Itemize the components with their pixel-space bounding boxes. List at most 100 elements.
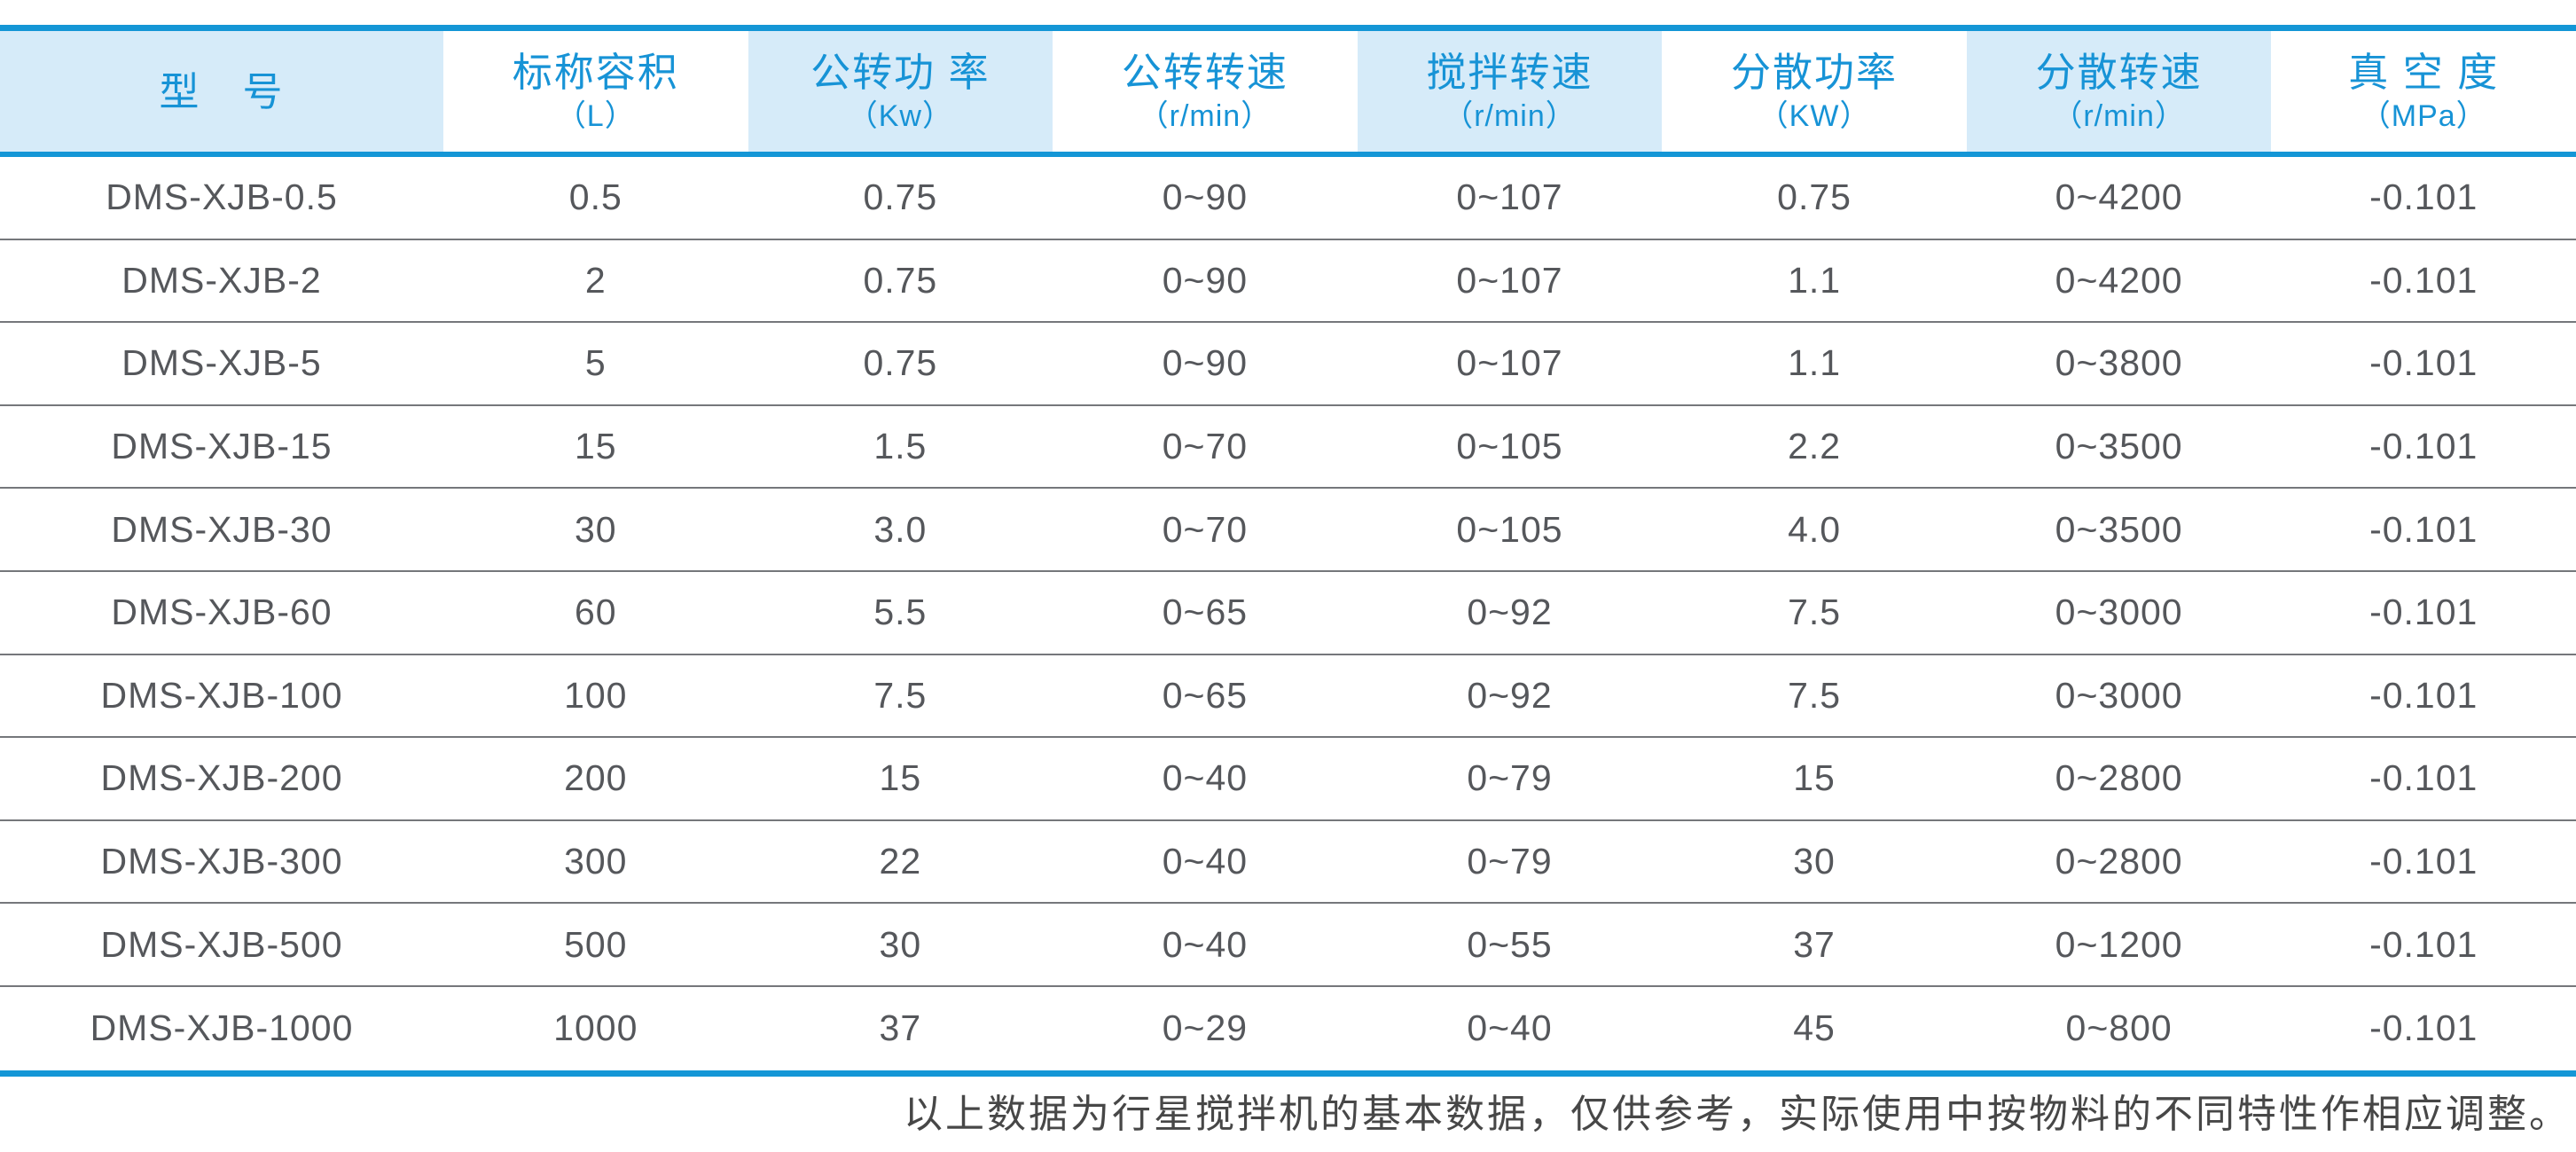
value-cell: 7.5 [1662, 571, 1967, 654]
value-cell: 500 [443, 904, 748, 985]
value-cell: 2.2 [1662, 405, 1967, 488]
header-title: 型 号 [159, 68, 285, 114]
header-title: 分散功率 [1731, 49, 1899, 95]
header-separator-line [0, 152, 2576, 157]
value-cell: 0~40 [1053, 904, 1358, 985]
value-cell: 0~1200 [1966, 904, 2272, 985]
header-unit: （r/min） [2052, 98, 2186, 133]
table-bottom-border [0, 1070, 2576, 1077]
table-body: DMS-XJB-0.5 0.5 0.75 0~90 0~107 0.75 0~4200 -0.… [0, 157, 2576, 1070]
value-cell: 0~90 [1053, 157, 1358, 239]
model-cell: DMS-XJB-15 [0, 405, 443, 488]
table-row: DMS-XJB-300 300 22 0~40 0~79 30 0~2800 -0.101 [0, 820, 2576, 905]
value-cell: 0.5 [443, 157, 748, 239]
model-cell: DMS-XJB-200 [0, 738, 443, 819]
value-cell: 0~29 [1053, 986, 1358, 1070]
value-cell: -0.101 [2271, 157, 2576, 239]
header-unit: （Kw） [847, 98, 953, 133]
value-cell: 0~4200 [1966, 157, 2272, 239]
value-cell: 15 [1662, 738, 1967, 819]
model-cell: DMS-XJB-1000 [0, 986, 443, 1070]
header-unit: （r/min） [1138, 98, 1272, 133]
value-cell: 0~107 [1357, 239, 1663, 322]
value-cell: 0~90 [1053, 323, 1358, 404]
model-cell: DMS-XJB-300 [0, 820, 443, 903]
value-cell: 0~2800 [1966, 738, 2272, 819]
model-cell: DMS-XJB-5 [0, 323, 443, 404]
value-cell: 5 [443, 323, 748, 404]
value-cell: 22 [748, 820, 1053, 903]
model-cell: DMS-XJB-500 [0, 904, 443, 985]
value-cell: 1.1 [1662, 239, 1967, 322]
value-cell: 30 [748, 904, 1053, 985]
header-title: 公转转速 [1121, 49, 1288, 95]
column-header: 公转转速 （r/min） [1053, 31, 1358, 152]
value-cell: 1.5 [748, 405, 1053, 488]
value-cell: 0~107 [1357, 157, 1663, 239]
table-row: DMS-XJB-100 100 7.5 0~65 0~92 7.5 0~3000 -0.101 [0, 654, 2576, 739]
value-cell: -0.101 [2271, 323, 2576, 404]
table-row: DMS-XJB-1000 1000 37 0~29 0~40 45 0~800 -0.101 [0, 986, 2576, 1070]
value-cell: 0~3000 [1966, 654, 2272, 737]
value-cell: 30 [443, 489, 748, 570]
header-unit: （L） [555, 98, 636, 133]
value-cell: -0.101 [2271, 489, 2576, 570]
model-cell: DMS-XJB-2 [0, 239, 443, 322]
value-cell: 0~92 [1357, 571, 1663, 654]
spec-table: 型 号标称容积 （L） 公转功 率（Kw） 公转转速 （r/min） 搅拌转速 （r/min… [0, 25, 2576, 1077]
value-cell: 0.75 [748, 239, 1053, 322]
table-row: DMS-XJB-60 60 5.5 0~65 0~92 7.5 0~3000 -0.101 [0, 571, 2576, 655]
value-cell: 0~107 [1357, 323, 1663, 404]
column-header: 分散转速 （r/min） [1966, 31, 2272, 152]
table-row: DMS-XJB-500 500 30 0~40 0~55 37 0~1200 -0.101 [0, 904, 2576, 987]
column-header: 型 号 [0, 31, 443, 152]
value-cell: 5.5 [748, 571, 1053, 654]
value-cell: 0~3500 [1966, 489, 2272, 570]
table-row: DMS-XJB-2 2 0.75 0~90 0~107 1.1 0~4200 -0.101 [0, 239, 2576, 324]
model-cell: DMS-XJB-60 [0, 571, 443, 654]
value-cell: 1.1 [1662, 323, 1967, 404]
value-cell: 7.5 [1662, 654, 1967, 737]
value-cell: 0~800 [1966, 986, 2272, 1070]
value-cell: -0.101 [2271, 405, 2576, 488]
value-cell: 0~92 [1357, 654, 1663, 737]
value-cell: 0~90 [1053, 239, 1358, 322]
table-header-row: 型 号标称容积 （L） 公转功 率（Kw） 公转转速 （r/min） 搅拌转速 （r/min… [0, 31, 2576, 152]
value-cell: 0~70 [1053, 405, 1358, 488]
header-unit: （MPa） [2360, 98, 2487, 133]
value-cell: 3.0 [748, 489, 1053, 570]
header-title: 分散转速 [2035, 49, 2203, 95]
value-cell: 0~70 [1053, 489, 1358, 570]
value-cell: 15 [443, 405, 748, 488]
value-cell: 0~65 [1053, 571, 1358, 654]
header-title: 标称容积 [512, 49, 679, 95]
column-header: 公转功 率（Kw） [748, 31, 1053, 152]
header-title: 公转功 率 [810, 49, 990, 95]
table-row: DMS-XJB-0.5 0.5 0.75 0~90 0~107 0.75 0~4200 -0.… [0, 157, 2576, 240]
value-cell: 0~2800 [1966, 820, 2272, 903]
value-cell: 100 [443, 654, 748, 737]
value-cell: -0.101 [2271, 239, 2576, 322]
value-cell: 37 [1662, 904, 1967, 985]
table-row: DMS-XJB-200 200 15 0~40 0~79 15 0~2800 -0.101 [0, 738, 2576, 821]
table-row: DMS-XJB-15 15 1.5 0~70 0~105 2.2 0~3500 -0.101 [0, 405, 2576, 490]
column-header: 真 空 度（MPa） [2271, 31, 2576, 152]
header-unit: （r/min） [1443, 98, 1577, 133]
header-title: 真 空 度 [2348, 49, 2500, 95]
value-cell: 2 [443, 239, 748, 322]
table-top-border [0, 25, 2576, 31]
column-header: 分散功率 （KW） [1662, 31, 1967, 152]
column-header: 标称容积 （L） [443, 31, 748, 152]
value-cell: -0.101 [2271, 571, 2576, 654]
value-cell: 37 [748, 986, 1053, 1070]
model-cell: DMS-XJB-30 [0, 489, 443, 570]
value-cell: 45 [1662, 986, 1967, 1070]
value-cell: 0~3500 [1966, 405, 2272, 488]
value-cell: 0~55 [1357, 904, 1663, 985]
value-cell: 0.75 [748, 157, 1053, 239]
column-header: 搅拌转速 （r/min） [1357, 31, 1663, 152]
header-unit: （KW） [1758, 98, 1871, 133]
value-cell: 0~3800 [1966, 323, 2272, 404]
value-cell: 30 [1662, 820, 1967, 903]
value-cell: -0.101 [2271, 820, 2576, 903]
